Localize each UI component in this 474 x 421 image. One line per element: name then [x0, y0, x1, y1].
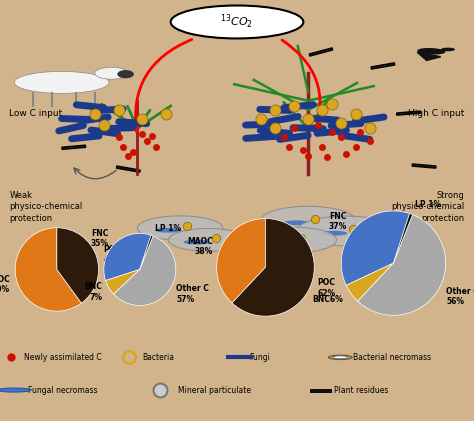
Ellipse shape	[14, 72, 109, 93]
Text: Low C input: Low C input	[9, 109, 63, 118]
Text: Other C
57%: Other C 57%	[176, 285, 209, 304]
Ellipse shape	[261, 206, 356, 234]
Text: $^{13}$CO$_2$: $^{13}$CO$_2$	[220, 13, 254, 31]
Text: LP 1%: LP 1%	[415, 200, 441, 209]
Text: Mineral particulate: Mineral particulate	[178, 386, 251, 394]
Polygon shape	[417, 52, 441, 61]
Wedge shape	[57, 228, 99, 303]
FancyBboxPatch shape	[371, 63, 395, 69]
Ellipse shape	[441, 48, 455, 51]
Text: Bacteria: Bacteria	[142, 353, 174, 362]
Ellipse shape	[95, 67, 128, 79]
Text: POC
62%: POC 62%	[318, 278, 336, 298]
Ellipse shape	[184, 240, 210, 245]
Text: MAOC
60%: MAOC 60%	[0, 275, 10, 294]
Wedge shape	[346, 263, 393, 301]
Text: POC
40%: POC 40%	[104, 245, 122, 264]
Text: High C input: High C input	[408, 109, 465, 118]
Ellipse shape	[171, 5, 303, 38]
Wedge shape	[341, 211, 410, 285]
Text: Fungal necromass: Fungal necromass	[28, 386, 98, 394]
Text: Bacterial necromass: Bacterial necromass	[353, 353, 431, 362]
Ellipse shape	[118, 70, 134, 78]
Wedge shape	[217, 218, 265, 303]
Bar	[310, 389, 332, 393]
Wedge shape	[140, 235, 153, 269]
FancyBboxPatch shape	[117, 166, 140, 172]
Wedge shape	[114, 236, 176, 306]
Text: Plant residues: Plant residues	[334, 386, 389, 394]
Text: Fungi: Fungi	[249, 353, 270, 362]
FancyBboxPatch shape	[412, 164, 436, 168]
Text: FNC
37%: FNC 37%	[328, 212, 346, 232]
FancyBboxPatch shape	[62, 145, 86, 149]
Text: FNC
35%: FNC 35%	[91, 229, 109, 248]
Ellipse shape	[283, 220, 310, 225]
Ellipse shape	[296, 216, 396, 246]
Ellipse shape	[328, 355, 352, 360]
Text: MAOC
38%: MAOC 38%	[188, 237, 213, 256]
Wedge shape	[393, 213, 413, 263]
Ellipse shape	[333, 356, 348, 359]
Wedge shape	[104, 233, 151, 280]
Text: Strong
physico-chemical
protection: Strong physico-chemical protection	[391, 191, 465, 223]
Ellipse shape	[321, 231, 347, 236]
Wedge shape	[15, 228, 82, 311]
Text: BNC6%: BNC6%	[312, 296, 343, 304]
Text: BNC
7%: BNC 7%	[84, 282, 102, 301]
Ellipse shape	[417, 48, 446, 55]
Wedge shape	[106, 269, 140, 294]
Ellipse shape	[137, 216, 223, 240]
Text: Other C
56%: Other C 56%	[447, 287, 474, 306]
Ellipse shape	[155, 228, 181, 233]
Text: Weak
physico-chemical
protection: Weak physico-chemical protection	[9, 191, 83, 223]
Wedge shape	[358, 215, 446, 315]
Ellipse shape	[269, 240, 295, 245]
Ellipse shape	[0, 388, 31, 392]
FancyBboxPatch shape	[397, 111, 420, 115]
Text: Newly assimilated C: Newly assimilated C	[24, 353, 101, 362]
Ellipse shape	[251, 227, 337, 253]
FancyBboxPatch shape	[461, 232, 474, 240]
Ellipse shape	[168, 229, 249, 251]
FancyBboxPatch shape	[309, 48, 333, 56]
Wedge shape	[232, 218, 314, 316]
Text: LP 1%: LP 1%	[155, 224, 181, 232]
